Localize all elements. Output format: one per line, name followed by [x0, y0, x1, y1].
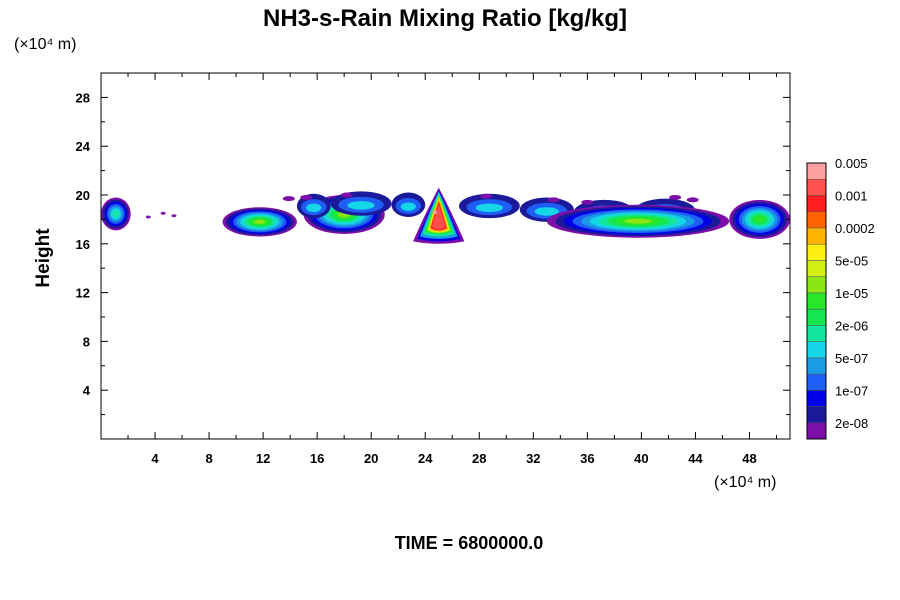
field-contour [475, 203, 504, 213]
field-contour [400, 202, 416, 211]
field-contour [669, 194, 682, 200]
colorbar-label: 2e-08 [835, 416, 868, 431]
colorbar-label: 0.001 [835, 188, 868, 203]
x-tick-label: 4 [151, 451, 159, 466]
chart-title: NH3-s-Rain Mixing Ratio [kg/kg] [263, 5, 627, 32]
x-tick-label: 12 [256, 451, 270, 466]
y-tick-label: 12 [76, 286, 90, 301]
y-unit-label: (×10⁴ m) [14, 36, 76, 53]
colorbar-label: 2e-06 [835, 318, 868, 333]
field-contour [480, 193, 493, 199]
y-tick-label: 20 [76, 188, 90, 203]
y-tick-label: 16 [76, 237, 90, 252]
field-contour [306, 203, 322, 213]
x-tick-label: 28 [472, 451, 486, 466]
field-contour [547, 197, 560, 203]
x-axis: 4 8 12 16 20 24 28 32 36 40 44 48 [127, 73, 777, 466]
x-tick-label: 16 [310, 451, 324, 466]
colorbar-label: 0.0002 [835, 221, 875, 236]
colorbar-segment [806, 260, 827, 277]
colorbar-label: 0.005 [835, 156, 868, 171]
field-contour [581, 199, 594, 205]
field-contour [160, 211, 166, 215]
field-contour [340, 192, 353, 198]
y-tick-label: 4 [83, 383, 91, 398]
colorbar-segment [806, 357, 827, 375]
y-axis-label: Height [33, 228, 54, 288]
colorbar-segment [806, 162, 827, 180]
colorbar-segment [806, 373, 827, 391]
x-tick-label: 20 [364, 451, 378, 466]
colorbar-label: 5e-07 [835, 351, 868, 366]
field-contour [624, 218, 652, 224]
field-contour [300, 194, 313, 200]
colorbar-label: 1e-05 [835, 286, 868, 301]
y-axis: 4 8 12 16 20 24 28 [76, 90, 790, 416]
colorbar-segment [806, 341, 827, 359]
colorbar-segment [806, 390, 827, 407]
colorbar-segment [806, 178, 827, 196]
field-contour [254, 219, 266, 225]
y-tick-label: 28 [76, 90, 90, 105]
x-tick-label: 24 [418, 451, 433, 466]
field-contour [534, 207, 559, 216]
field-contour [754, 216, 765, 223]
y-tick-label: 8 [83, 334, 90, 349]
x-tick-label: 8 [205, 451, 212, 466]
colorbar-segment [806, 211, 827, 229]
field-contour [282, 196, 295, 202]
x-tick-label: 48 [742, 451, 756, 466]
x-tick-label: 40 [634, 451, 648, 466]
colorbar: 2e-08 1e-07 5e-07 2e-06 1e-05 5e-05 0.0002 0.00… [806, 156, 875, 440]
colorbar-segment [806, 325, 827, 342]
colorbar-segment [806, 243, 827, 261]
field-contour [686, 197, 699, 203]
colorbar-segment [806, 406, 827, 424]
colorbar-segment [806, 292, 827, 310]
plot-background [101, 73, 790, 439]
colorbar-label: 5e-05 [835, 253, 868, 268]
colorbar-segment [806, 308, 827, 326]
field-contour [171, 214, 177, 218]
y-tick-label: 24 [76, 139, 91, 154]
field-contour [431, 204, 446, 230]
field-contour [347, 201, 375, 210]
x-tick-label: 32 [526, 451, 540, 466]
mixing-ratio-field [101, 187, 791, 244]
plot-frame [100, 72, 791, 440]
time-label: TIME = 6800000.0 [395, 533, 544, 553]
x-tick-label: 36 [580, 451, 594, 466]
colorbar-segment [806, 276, 827, 294]
colorbar-frame [806, 162, 827, 440]
colorbar-segment [806, 195, 827, 212]
colorbar-segment [806, 227, 827, 245]
x-unit-label: (×10⁴ m) [714, 474, 776, 491]
field-contour [432, 210, 437, 215]
field-contour [112, 210, 119, 218]
x-tick-label: 44 [688, 451, 703, 466]
colorbar-label: 1e-07 [835, 383, 868, 398]
colorbar-segment [806, 422, 827, 440]
field-contour [145, 215, 151, 219]
